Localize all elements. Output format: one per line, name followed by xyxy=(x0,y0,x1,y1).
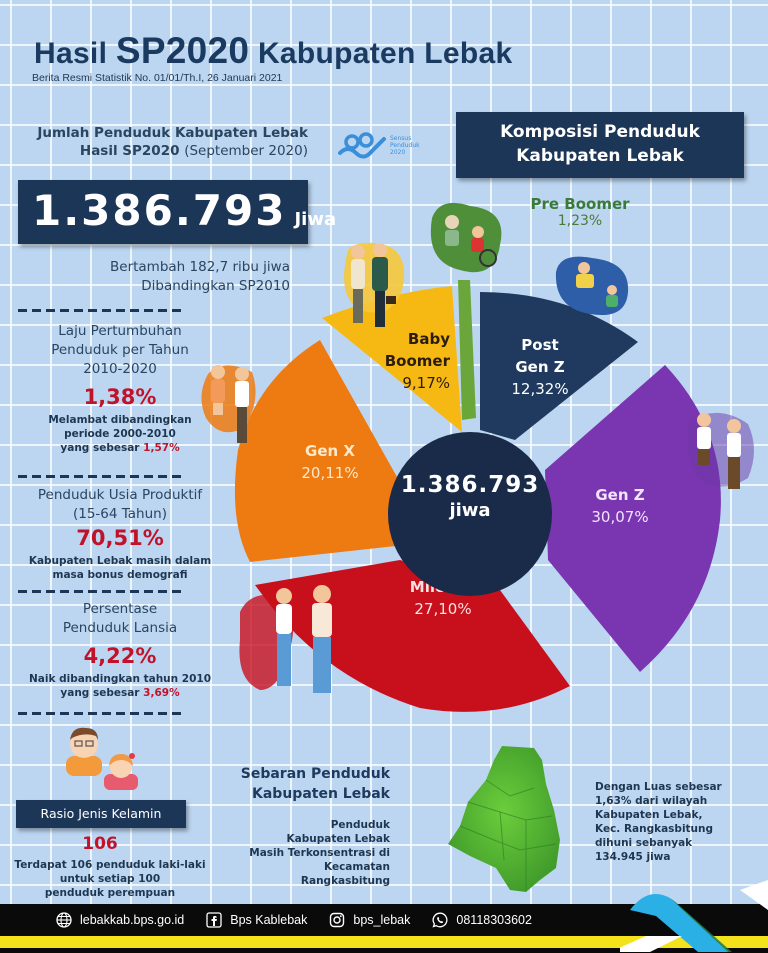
footer-whatsapp-link[interactable]: 08118303602 xyxy=(432,912,532,928)
divider xyxy=(18,309,186,312)
total-population-box: 1.386.793 Jiwa xyxy=(18,180,336,244)
page-title: Hasil SP2020 Kabupaten Lebak xyxy=(34,30,513,71)
total-population-value: 1.386.793 xyxy=(32,186,287,235)
sebaran-title: Sebaran Penduduk Kabupaten Lebak xyxy=(240,766,390,802)
whatsapp-icon xyxy=(432,912,448,928)
label-post-gen-z: Post Gen Z 12,32% xyxy=(511,336,569,398)
facebook-icon xyxy=(206,912,222,928)
sebaran-note: Penduduk Kabupaten Lebak Masih Terkonsen… xyxy=(249,819,390,887)
stat-productive-age: Penduduk Usia Produktif (15-64 Tahun) 70… xyxy=(0,486,240,582)
segment-gen-z xyxy=(545,365,721,672)
sex-ratio-value: 106 xyxy=(82,834,118,854)
segment-pre-boomer xyxy=(458,280,476,420)
label-gen-x: Gen X 20,11% xyxy=(301,442,359,482)
boy-girl-illustration xyxy=(66,727,138,790)
segment-gen-x xyxy=(234,340,410,562)
footer-contacts: lebakkab.bps.go.id Bps Kablebak bps_leba… xyxy=(56,904,532,936)
stat-value: 4,22% xyxy=(83,644,157,668)
segment-milenial xyxy=(255,560,570,712)
title-sp2020: SP2020 xyxy=(115,30,250,71)
footer-decoration xyxy=(620,880,768,952)
footer-yellow-stripe xyxy=(0,936,768,948)
composition-title-box: Komposisi Penduduk Kabupaten Lebak xyxy=(456,112,744,178)
divider xyxy=(18,475,186,478)
label-baby-boomer: Baby Boomer 9,17% xyxy=(384,330,450,392)
sex-ratio-note: Terdapat 106 penduduk laki-laki untuk se… xyxy=(14,859,206,899)
instagram-icon xyxy=(330,912,345,928)
label-gen-z: Gen Z 30,07% xyxy=(591,486,649,526)
lebak-map xyxy=(448,746,560,892)
footer-website-link[interactable]: lebakkab.bps.go.id xyxy=(56,912,184,928)
pie-center-total: 1.386.793 jiwa xyxy=(388,432,552,596)
pre-boomer-illustration xyxy=(430,202,502,273)
census-logo-icon xyxy=(338,132,386,159)
segment-post-gen-z xyxy=(480,292,638,440)
footer-bottom-stripe xyxy=(0,948,768,953)
stat-value: 70,51% xyxy=(76,526,164,550)
footer-facebook-link[interactable]: Bps Kablebak xyxy=(206,912,307,928)
population-heading: Jumlah Penduduk Kabupaten Lebak Hasil SP… xyxy=(37,125,308,159)
label-pre-boomer: Pre Boomer 1,23% xyxy=(530,195,630,229)
growth-note: Bertambah 182,7 ribu jiwa Dibandingkan S… xyxy=(110,259,290,294)
total-population-unit: Jiwa xyxy=(294,209,337,230)
sensus-penduduk-logo: Sensus Penduduk 2020 xyxy=(338,131,420,163)
globe-icon xyxy=(56,912,72,928)
sex-ratio-label-box: Rasio Jenis Kelamin xyxy=(16,800,186,828)
gen-z-illustration xyxy=(687,412,754,487)
release-subtitle: Berita Resmi Statistik No. 01/01/Th.I, 2… xyxy=(32,72,283,84)
stat-elderly: Persentase Penduduk Lansia 4,22% Naik di… xyxy=(0,600,240,700)
footer-instagram-link[interactable]: bps_lebak xyxy=(329,912,410,928)
divider xyxy=(18,590,186,593)
stat-growth-rate: Laju Pertumbuhan Penduduk per Tahun 2010… xyxy=(0,322,240,455)
stat-value: 1,38% xyxy=(83,385,157,409)
divider xyxy=(18,712,186,715)
map-note: Dengan Luas sebesar 1,63% dari wilayah K… xyxy=(595,781,722,863)
